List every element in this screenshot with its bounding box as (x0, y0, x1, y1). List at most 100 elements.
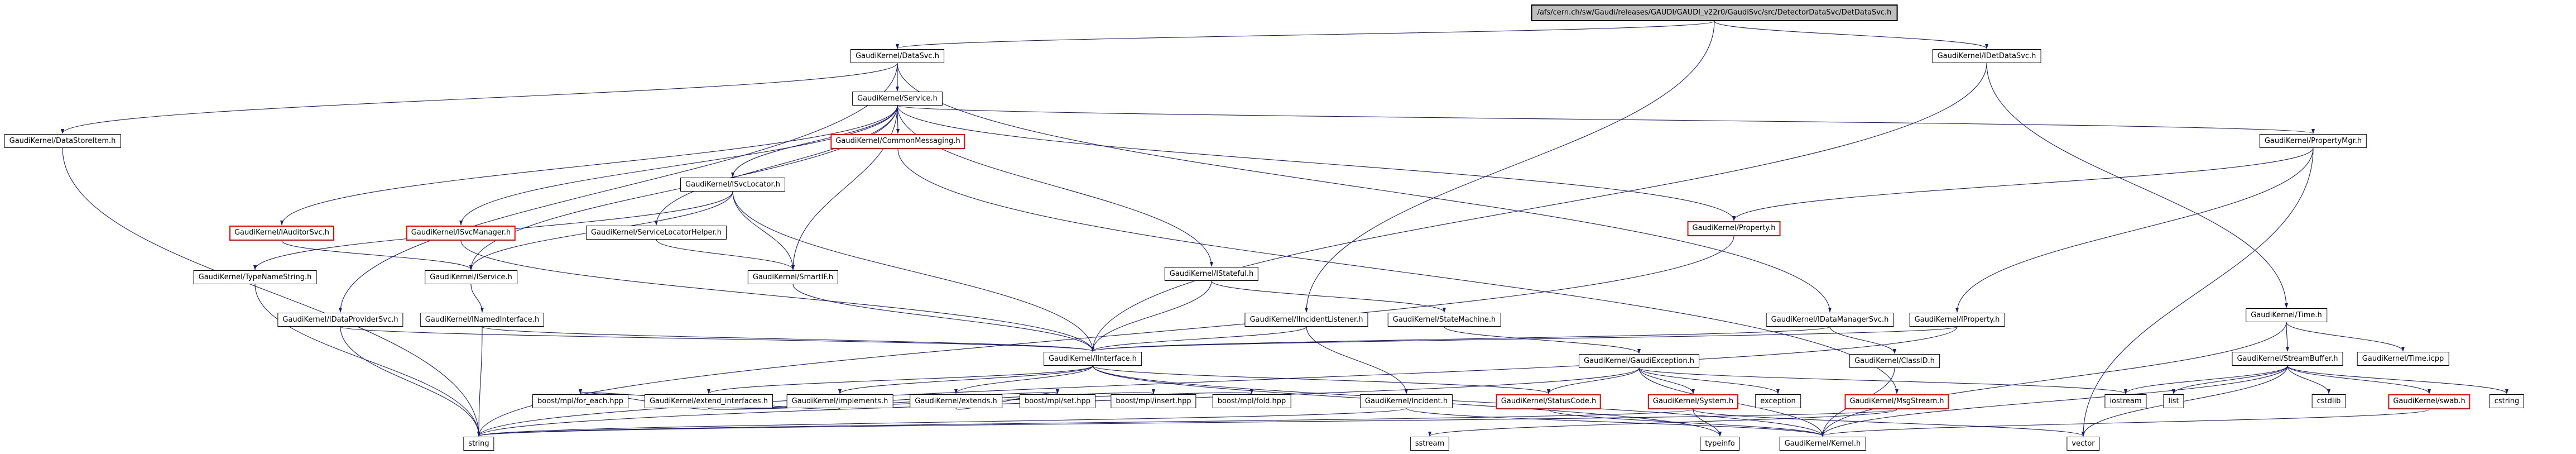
graph-node-vector[interactable]: vector (2066, 437, 2100, 451)
edge-incident-to-string (477, 408, 1407, 437)
graph-node-datasvc[interactable]: GaudiKernel/DataSvc.h (850, 49, 944, 63)
graph-node-timeicpp[interactable]: GaudiKernel/Time.icpp (2357, 352, 2449, 366)
graph-node-foreach[interactable]: boost/mpl/for_each.hpp (532, 394, 628, 408)
edge-service-to-isvclocator (731, 105, 898, 178)
graph-node-extendinterfaces[interactable]: GaudiKernel/extend_interfaces.h (644, 394, 773, 408)
graph-node-msgstream[interactable]: GaudiKernel/MsgStream.h (1844, 394, 1949, 409)
graph-node-mplinsert[interactable]: boost/mpl/insert.hpp (1111, 394, 1196, 408)
edge-propertymgr-to-vector (2082, 147, 2314, 437)
graph-node-inamedinterface[interactable]: GaudiKernel/INamedInterface.h (420, 313, 545, 327)
graph-node-mplfold[interactable]: boost/mpl/fold.hpp (1212, 394, 1291, 408)
graph-node-typenamestring[interactable]: GaudiKernel/TypeNameString.h (193, 270, 317, 284)
edge-typenamestring-to-string (254, 284, 480, 437)
graph-node-idetdatasvc[interactable]: GaudiKernel/IDetDataSvc.h (1932, 49, 2041, 63)
edge-idetdatasvc-to-iinterface (1091, 63, 1987, 352)
edge-datasvc-to-idataprovidersvc (339, 63, 898, 313)
edge-isvclocator-to-iinterface (732, 191, 1094, 352)
edge-service-to-iauditorsvc (280, 105, 898, 226)
edge-streambuffer-to-kernel (1821, 365, 2288, 437)
graph-node-kernel[interactable]: GaudiKernel/Kernel.h (1779, 437, 1866, 451)
graph-node-isvclocator[interactable]: GaudiKernel/ISvcLocator.h (680, 178, 785, 192)
graph-node-gaudiexception[interactable]: GaudiKernel/GaudiException.h (1579, 354, 1699, 368)
graph-node-isvcmanager[interactable]: GaudiKernel/ISvcManager.h (406, 226, 516, 241)
graph-node-list[interactable]: list (2163, 394, 2184, 408)
graph-node-cstring[interactable]: cstring (2489, 394, 2525, 408)
graph-node-implements[interactable]: GaudiKernel/implements.h (786, 394, 893, 408)
edge-iauditorsvc-to-iservice (281, 240, 473, 270)
graph-node-typeinfo[interactable]: typeinfo (1700, 437, 1740, 451)
edge-datastoreitem-to-string (62, 147, 480, 437)
edge-gaudiexception-to-statuscode (1547, 367, 1640, 394)
edge-iinterface-to-statuscode (1092, 365, 1550, 394)
edge-msgstream-to-string (477, 409, 1897, 437)
edge-iincidentlistener-to-incident (1306, 326, 1408, 394)
edge-iproperty-to-string (477, 326, 1958, 437)
graph-node-swab[interactable]: GaudiKernel/swab.h (2388, 394, 2471, 409)
graph-node-iinterface[interactable]: GaudiKernel/IInterface.h (1044, 352, 1142, 366)
edge-iincidentlistener-to-iinterface (1091, 326, 1307, 352)
edge-smartif-to-iinterface (792, 284, 1094, 352)
graph-node-system[interactable]: GaudiKernel/System.h (1647, 394, 1739, 409)
graph-node-cstdlib[interactable]: cstdlib (2311, 394, 2346, 408)
graph-node-classid[interactable]: GaudiKernel/ClassID.h (1849, 354, 1940, 368)
graph-node-property[interactable]: GaudiKernel/Property.h (1687, 221, 1781, 236)
edge-iinterface-to-kernel (1092, 365, 1824, 437)
graph-node-incident[interactable]: GaudiKernel/Incident.h (1359, 394, 1453, 408)
edge-time-to-streambuffer (2285, 322, 2289, 352)
edge-time-to-kernel (1821, 322, 2287, 437)
graph-node-idatamanagersvc[interactable]: GaudiKernel/IDataManagerSvc.h (1766, 313, 1894, 327)
graph-node-streambuffer[interactable]: GaudiKernel/StreamBuffer.h (2232, 352, 2343, 366)
edge-idataprovidersvc-to-string (340, 326, 480, 437)
graph-node-idataprovidersvc[interactable]: GaudiKernel/IDataProviderSvc.h (277, 313, 403, 327)
edge-inamedinterface-to-iinterface (482, 326, 1094, 352)
edge-servicelocatorhelper-to-smartif (656, 239, 795, 270)
edge-iinterface-to-extendinterfaces (707, 365, 1093, 394)
graph-node-mplset[interactable]: boost/mpl/set.hpp (1019, 394, 1096, 408)
graph-node-exception[interactable]: exception (1755, 394, 1801, 408)
edge-iservice-to-inamedinterface (470, 284, 484, 313)
edge-system-to-string (477, 409, 1694, 437)
edge-isvcmanager-to-iinterface (460, 240, 1094, 352)
edge-idetdatasvc-to-time (1986, 63, 2288, 308)
edge-system-to-vector (1693, 409, 2085, 437)
edge-msgstream-to-sstream (1428, 409, 1897, 437)
graph-node-smartif[interactable]: GaudiKernel/SmartIF.h (747, 270, 839, 284)
edge-streambuffer-to-list (2172, 365, 2288, 394)
graph-node-extends[interactable]: GaudiKernel/extends.h (910, 394, 1002, 408)
edge-system-to-typeinfo (1693, 409, 1722, 437)
graph-node-datastoreitem[interactable]: GaudiKernel/DataStoreItem.h (4, 134, 121, 148)
edge-idatamanagersvc-to-iinterface (1091, 326, 1830, 352)
graph-node-servicelocatorhelper[interactable]: GaudiKernel/ServiceLocatorHelper.h (585, 226, 727, 240)
edge-root-to-iincidentlistener (1305, 21, 1715, 313)
edge-gaudiexception-to-iostream (1638, 367, 2127, 394)
graph-node-string[interactable]: string (463, 437, 494, 451)
graph-node-root: /afs/cern.ch/sw/Gaudi/releases/GAUDI/GAU… (1531, 4, 1898, 21)
graph-node-service[interactable]: GaudiKernel/Service.h (852, 92, 943, 106)
edge-iproperty-to-iinterface (1091, 326, 1958, 352)
edge-service-to-servicelocatorhelper (655, 105, 898, 226)
edge-datasvc-to-datastoreitem (61, 63, 898, 134)
graph-node-iincidentlistener[interactable]: GaudiKernel/IIncidentListener.h (1244, 313, 1368, 327)
edge-streambuffer-to-iostream (2124, 365, 2288, 394)
graph-node-statuscode[interactable]: GaudiKernel/StatusCode.h (1496, 394, 1602, 409)
edge-iinterface-to-extends (954, 365, 1093, 394)
edge-commonmessaging-to-msgstream (897, 149, 1899, 394)
graph-node-statemachine[interactable]: GaudiKernel/StateMachine.h (1387, 313, 1501, 327)
edge-extends-to-mplset (955, 389, 1059, 410)
graph-node-iostream[interactable]: iostream (2104, 394, 2147, 408)
edge-propertymgr-to-iproperty (1955, 147, 2314, 313)
edge-incident-to-kernel (1406, 408, 1824, 437)
edge-iinterface-to-implements (838, 365, 1093, 394)
edge-streambuffer-to-swab (2287, 365, 2431, 394)
graph-node-time[interactable]: GaudiKernel/Time.h (2246, 308, 2327, 322)
graph-node-iservice[interactable]: GaudiKernel/IService.h (425, 270, 517, 284)
graph-node-commonmessaging[interactable]: GaudiKernel/CommonMessaging.h (830, 134, 965, 149)
graph-node-propertymgr[interactable]: GaudiKernel/PropertyMgr.h (2259, 134, 2367, 148)
graph-node-sstream[interactable]: sstream (1410, 437, 1450, 451)
graph-node-iauditorsvc[interactable]: GaudiKernel/IAuditorSvc.h (229, 226, 335, 241)
graph-node-istateful[interactable]: GaudiKernel/IStateful.h (1164, 267, 1259, 281)
graph-node-iproperty[interactable]: GaudiKernel/IProperty.h (1909, 313, 2005, 327)
edge-datasvc-to-idatamanagersvc (897, 63, 1832, 313)
